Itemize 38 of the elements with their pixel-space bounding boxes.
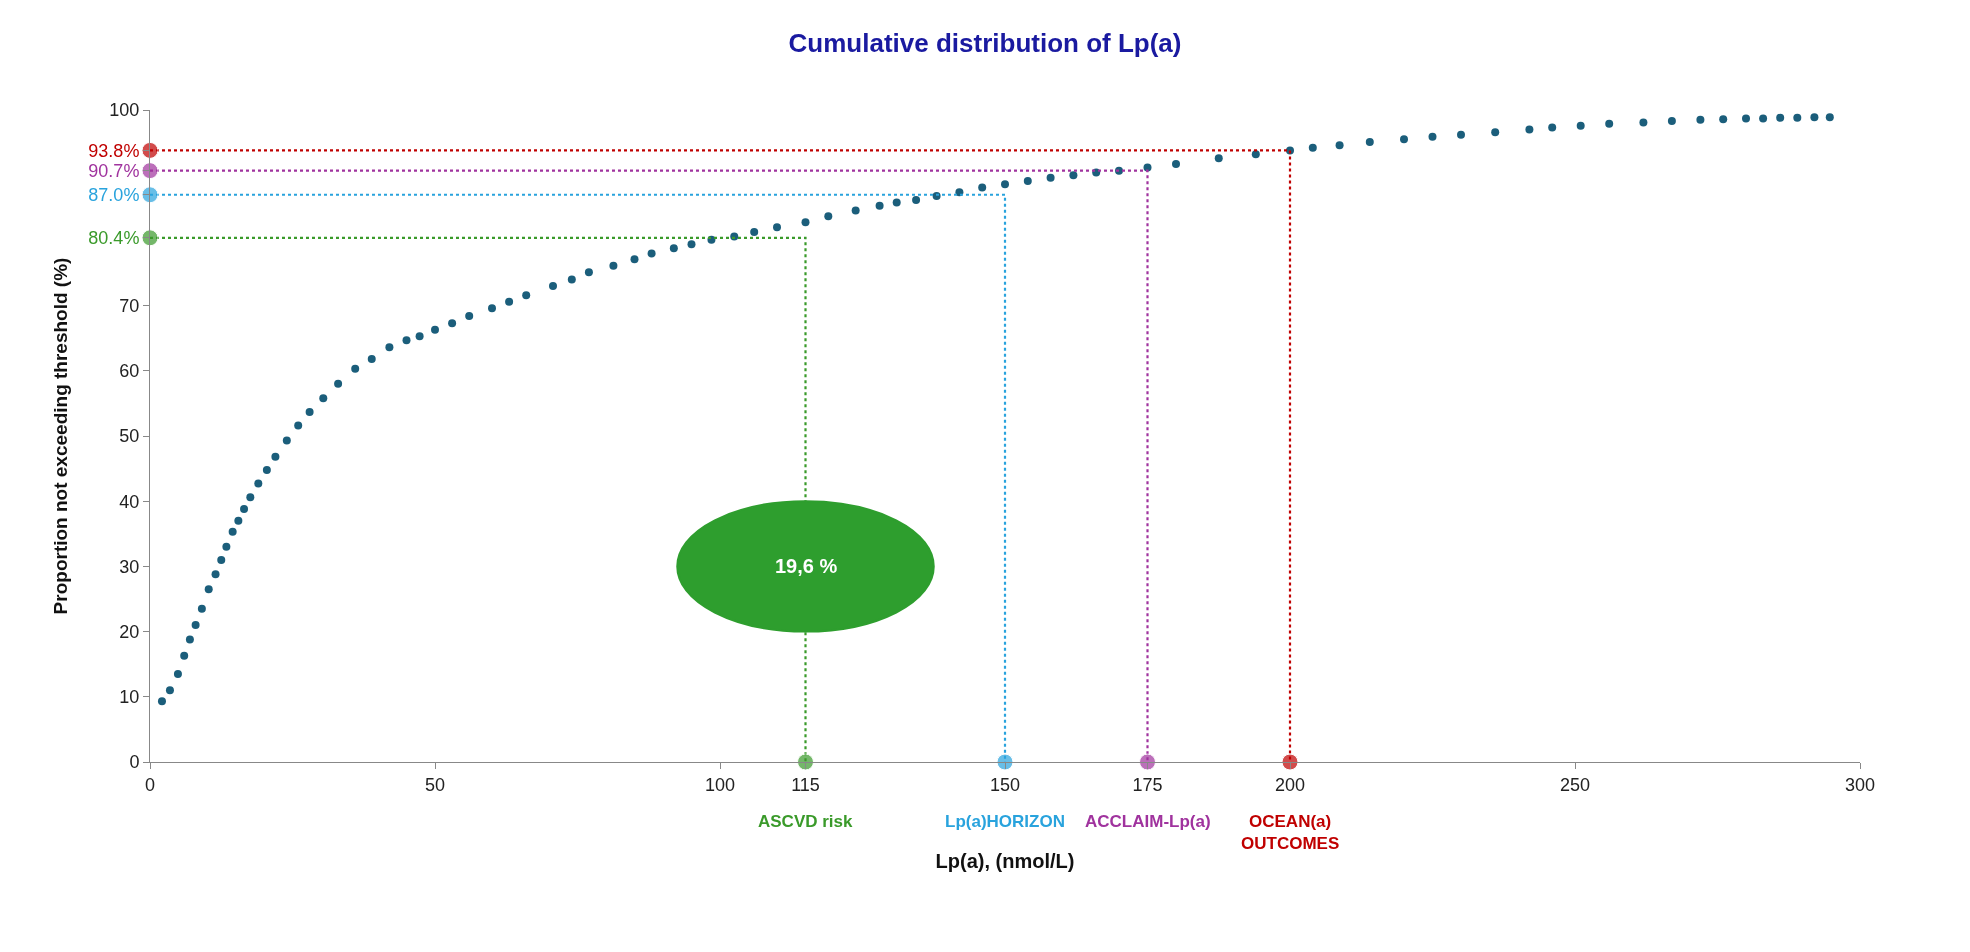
x-tick-label: 0 xyxy=(144,774,156,795)
x-axis-title: Lp(a), (nmol/L) xyxy=(935,850,1075,873)
y-tick-label: 87.0% xyxy=(88,185,140,206)
annotation: 19,6 % xyxy=(775,555,838,577)
text: ASCVD risk xyxy=(758,812,854,831)
x-tick-label: 100 xyxy=(704,774,736,795)
x-tick-label: 250 xyxy=(1559,774,1591,795)
point xyxy=(996,753,1014,771)
point xyxy=(797,753,814,771)
y-tick-label: 10 xyxy=(119,687,140,708)
x-tick-label: 115 xyxy=(791,774,820,795)
y-tick-label: 50 xyxy=(119,426,140,447)
point xyxy=(1139,753,1156,771)
text: ACCLAIM-Lp(a) xyxy=(1085,812,1211,831)
y-tick-label: 30 xyxy=(119,556,140,577)
y-tick-label: 90.7% xyxy=(88,160,140,181)
y-tick-label: 0 xyxy=(129,752,140,773)
text: OCEAN(a) OUTCOMES xyxy=(1241,812,1340,854)
y-tick-label: 100 xyxy=(109,100,140,121)
point xyxy=(1281,753,1299,771)
point xyxy=(141,141,159,159)
y-axis-title: Proportion not exceeding threshold (%) xyxy=(50,257,72,615)
y-tick-label: 70 xyxy=(119,295,140,316)
y-tick-label: 20 xyxy=(119,621,140,642)
x-tick-label: 175 xyxy=(1132,774,1163,795)
point xyxy=(141,186,159,204)
point xyxy=(141,162,159,180)
y-tick-label: 93.8% xyxy=(88,140,140,161)
y-tick-label: 40 xyxy=(119,491,140,512)
x-tick-label: 200 xyxy=(1274,774,1306,795)
y-tick-label: 80.4% xyxy=(88,228,140,249)
x-tick-label: 150 xyxy=(989,774,1021,795)
y-tick-label: 60 xyxy=(119,361,140,382)
chart-title: Cumulative distribution of Lp(a) xyxy=(788,27,1182,58)
x-tick-label: 300 xyxy=(1844,774,1876,795)
point xyxy=(141,229,159,247)
x-tick-label: 50 xyxy=(424,774,446,795)
text: Lp(a)HORIZON xyxy=(945,812,1065,831)
